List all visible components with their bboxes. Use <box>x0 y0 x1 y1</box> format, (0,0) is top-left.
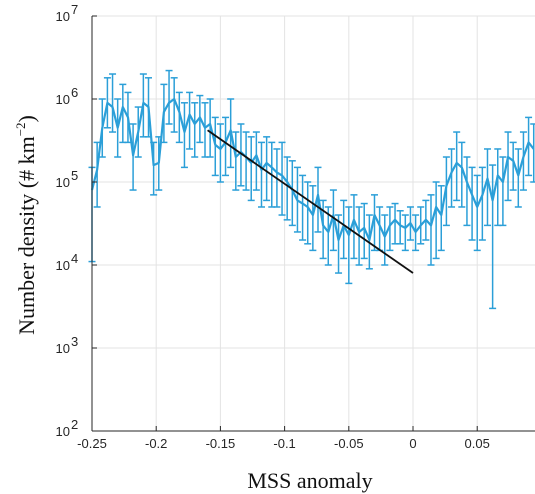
y-tick-label: 10 <box>56 258 70 273</box>
error-bar <box>109 73 117 133</box>
error-bar <box>401 214 409 252</box>
error-bar <box>309 185 317 252</box>
y-tick-label: 10 <box>56 92 70 107</box>
fit-line <box>207 129 414 274</box>
error-bar <box>453 131 461 202</box>
y-tick-label: 10 <box>56 9 70 24</box>
error-bar <box>304 181 312 245</box>
y-axis-title-exponent: −2 <box>13 122 28 136</box>
error-bar <box>299 174 307 241</box>
error-bar <box>263 136 271 202</box>
error-bar <box>396 210 404 245</box>
error-bar <box>509 141 517 191</box>
error-bar <box>324 206 332 266</box>
error-bar <box>242 131 250 191</box>
y-tick-label-exponent: 7 <box>71 2 78 17</box>
error-bar <box>232 131 240 191</box>
error-bar <box>458 141 466 208</box>
error-bar <box>489 164 497 310</box>
x-tick-label: -0.1 <box>273 436 295 451</box>
x-tick-label: 0.05 <box>465 436 490 451</box>
y-tick-label-exponent: 5 <box>71 168 78 183</box>
x-tick-labels: -0.25 -0.2 -0.15 -0.1 -0.05 0 0.05 <box>77 436 490 451</box>
x-tick-label: 0 <box>409 436 416 451</box>
x-tick-label: -0.25 <box>77 436 107 451</box>
error-bar <box>432 181 440 260</box>
series-line <box>90 97 535 242</box>
error-bar <box>386 206 394 252</box>
y-axis-title: Number density (# km−2) <box>13 115 39 335</box>
error-bar <box>345 206 353 285</box>
y-tick-label-exponent: 3 <box>71 334 78 349</box>
y-tick-label: 10 <box>56 175 70 190</box>
error-bar <box>180 102 188 169</box>
y-tick-label: 10 <box>56 424 70 439</box>
error-bar <box>504 131 512 202</box>
error-bar <box>211 116 219 177</box>
error-bar <box>288 160 296 227</box>
error-bar <box>499 156 507 227</box>
error-bar <box>360 202 368 260</box>
error-bar <box>468 166 476 241</box>
error-bar <box>278 141 286 216</box>
error-bar <box>191 102 199 158</box>
y-axis-title-close: ) <box>14 115 39 122</box>
error-bar <box>514 148 522 208</box>
error-bar <box>478 166 486 241</box>
x-axis-title: MSS anomaly <box>247 468 372 493</box>
error-bar <box>519 131 527 191</box>
error-bar <box>530 123 535 183</box>
error-bar <box>216 123 224 183</box>
error-bar <box>335 214 343 274</box>
error-bar <box>165 69 173 125</box>
error-bar <box>427 194 435 266</box>
error-bar <box>448 148 456 208</box>
error-bar <box>283 156 291 221</box>
y-axis-title-main: Number density (# km <box>14 136 39 335</box>
error-bar <box>381 214 389 266</box>
y-tick-label: 10 <box>56 341 70 356</box>
y-tick-label-exponent: 6 <box>71 85 78 100</box>
x-tick-label: -0.05 <box>334 436 364 451</box>
error-bar <box>252 131 260 191</box>
error-bar <box>222 116 230 177</box>
error-bar <box>350 194 358 260</box>
error-bar <box>237 123 245 187</box>
error-bar <box>483 148 491 227</box>
error-bar <box>340 199 348 260</box>
error-bar <box>247 136 255 202</box>
error-bar <box>525 116 533 177</box>
x-tick-label: -0.2 <box>145 436 167 451</box>
error-bar <box>170 77 178 133</box>
error-bar <box>463 156 471 227</box>
error-bar <box>186 91 194 150</box>
error-bar <box>437 185 445 252</box>
error-bar <box>129 123 137 191</box>
error-bar <box>473 174 481 252</box>
axes <box>91 15 535 432</box>
x-tick-label: -0.15 <box>206 436 236 451</box>
y-tick-label-exponent: 4 <box>71 251 78 266</box>
error-bar <box>257 141 265 208</box>
y-tick-label-exponent: 2 <box>71 417 78 432</box>
error-bar <box>175 91 183 144</box>
